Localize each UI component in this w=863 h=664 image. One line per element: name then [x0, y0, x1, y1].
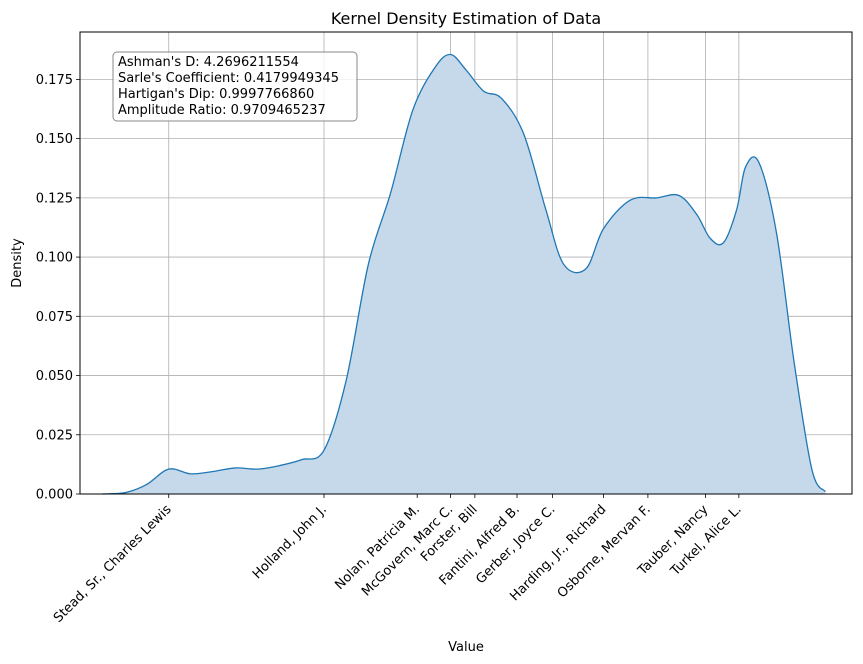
y-tick-label: 0.125 [36, 191, 73, 206]
stats-sarle: Sarle's Coefficient: 0.4179949345 [118, 71, 339, 86]
x-tick-label: Holland, John J. [250, 502, 330, 582]
y-tick-label: 0.175 [36, 73, 73, 88]
stats-hartigan: Hartigan's Dip: 0.9997766860 [118, 87, 314, 102]
y-axis: 0.000 0.025 0.050 0.075 0.100 0.125 0.150 0.175 [36, 73, 80, 503]
y-tick-label: 0.000 [36, 488, 73, 503]
plot-frame [79, 31, 853, 495]
y-axis-label: Density [10, 238, 25, 288]
density-curve-line [102, 53, 826, 495]
stats-box: Ashman's D: 4.2696211554 Sarle's Coeffic… [112, 51, 358, 122]
stats-amplitude: Amplitude Ratio: 0.9709465237 [118, 103, 326, 118]
x-axis: Stead, Sr., Charles Lewis Holland, John J… [51, 494, 745, 626]
y-tick-label: 0.100 [36, 251, 73, 266]
density-fill-area [102, 54, 826, 494]
stats-ashman: Ashman's D: 4.2696211554 [118, 55, 299, 70]
y-tick-label: 0.025 [36, 428, 73, 443]
y-tick-label: 0.075 [36, 310, 73, 325]
chart-title: Kernel Density Estimation of Data [331, 9, 601, 28]
x-axis-label: Value [448, 640, 484, 655]
y-tick-label: 0.150 [36, 132, 73, 147]
x-tick-label: Stead, Sr., Charles Lewis [51, 502, 175, 626]
y-tick-label: 0.050 [36, 369, 73, 384]
stats-box-frame [112, 51, 358, 122]
